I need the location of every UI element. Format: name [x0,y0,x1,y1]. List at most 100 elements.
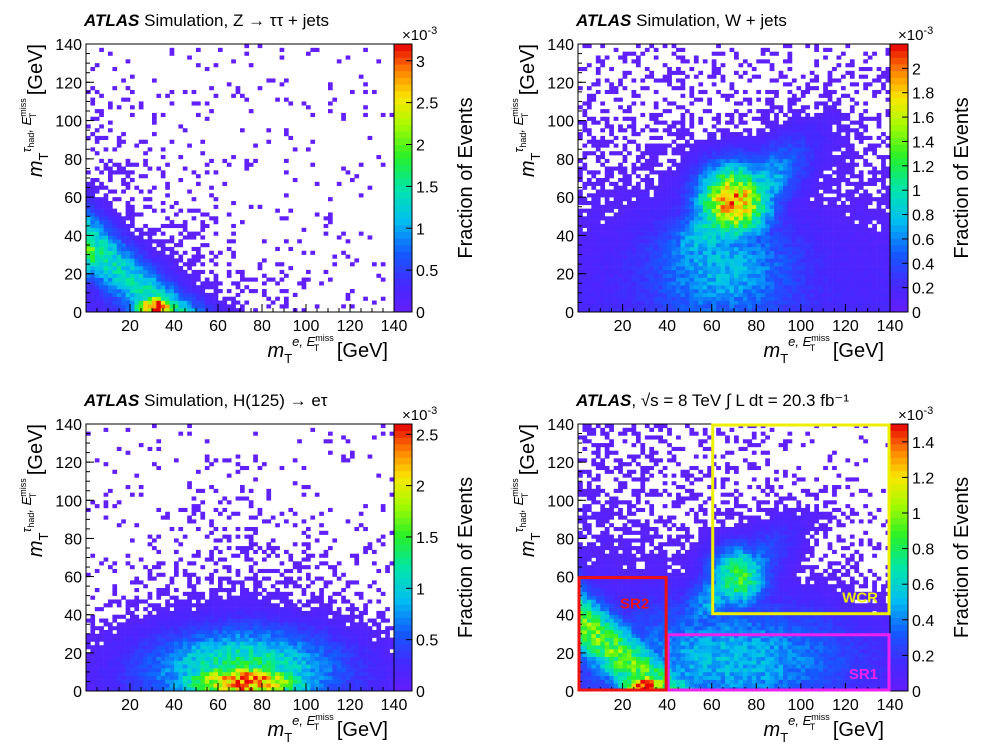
bin [591,135,597,141]
bin [152,281,157,286]
bin [827,231,833,236]
bin [649,216,655,221]
bin [751,170,757,175]
bin [622,258,628,263]
bin [604,292,610,297]
bin [800,231,806,236]
bin [156,166,162,171]
bin [881,216,886,221]
bin [600,300,606,305]
bin [814,124,819,129]
bin [240,304,245,309]
bin [586,262,592,267]
bin [676,120,681,125]
bin [635,200,641,206]
bin [693,269,699,275]
bin [684,308,690,313]
bin [635,308,641,313]
bin [720,285,726,290]
bin [840,262,846,267]
bin [863,109,869,114]
bin [152,116,157,121]
bin [627,277,632,282]
bin [649,285,655,290]
bin [814,200,819,206]
bin [653,55,659,60]
bin [707,308,713,313]
bin [380,162,386,167]
bin [671,216,677,221]
bin [840,93,846,98]
bin [783,277,788,282]
bin [125,97,131,102]
bin [711,266,717,271]
bin [649,200,655,206]
bin [90,116,96,121]
bin [591,200,597,206]
bin [635,289,641,294]
bin [760,246,766,252]
bin [222,304,228,309]
bin [756,269,762,275]
bin [805,296,811,301]
bin [863,254,869,259]
bin [94,212,100,217]
bin [200,220,206,225]
bin [121,258,126,263]
bin [774,227,779,232]
bin [791,227,797,232]
bin [747,151,753,156]
bin [734,178,739,183]
bin [640,281,646,286]
bin [174,296,179,301]
bin [103,243,109,248]
bin [143,174,148,179]
bin [99,645,104,650]
bin [627,189,632,194]
bin [231,59,236,64]
bin [734,135,739,141]
bin [827,189,833,194]
bin [618,105,623,110]
bin [858,246,864,252]
bin [716,254,721,259]
bin [778,208,784,213]
bin [836,63,842,68]
bin [99,679,104,684]
bin [778,216,784,221]
bin [138,243,144,248]
bin [90,614,96,619]
bin [627,124,632,129]
color-bar-segment [890,104,908,112]
bin [671,170,677,175]
bin [707,296,713,301]
bin [818,220,824,225]
bin [805,178,811,183]
bin [103,135,109,141]
bin [600,216,606,221]
bin [765,178,770,183]
bin [160,285,166,290]
bin [631,128,637,133]
bin [742,97,748,102]
bin [130,277,135,282]
bin [711,200,717,206]
bin [849,235,855,240]
bin [627,200,632,206]
bin [783,120,788,125]
bin [738,296,744,301]
bin [94,246,100,252]
bin [644,124,650,129]
bin [818,231,824,236]
bin [253,289,258,294]
bin [800,246,806,252]
bin [796,120,802,125]
bin [380,262,386,267]
bin [872,51,877,56]
bin [791,216,797,221]
bin [644,147,650,152]
bin [849,208,855,213]
bin [90,679,96,684]
bin [765,262,770,267]
bin [840,289,846,294]
